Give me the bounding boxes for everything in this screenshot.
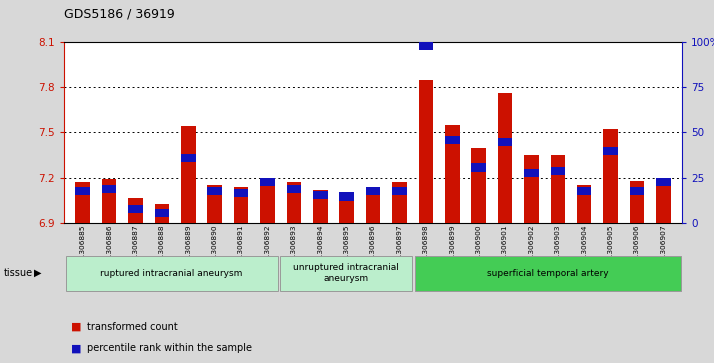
Bar bbox=[603, 130, 618, 223]
Bar bbox=[129, 205, 143, 213]
Bar bbox=[155, 209, 169, 217]
FancyBboxPatch shape bbox=[66, 256, 278, 291]
Bar bbox=[392, 183, 407, 223]
Bar bbox=[392, 187, 407, 195]
Bar bbox=[445, 125, 460, 223]
Text: tissue: tissue bbox=[4, 268, 33, 278]
Bar bbox=[286, 185, 301, 193]
Bar bbox=[313, 191, 328, 199]
Bar bbox=[260, 178, 275, 223]
Bar bbox=[260, 178, 275, 186]
Bar bbox=[181, 126, 196, 223]
Bar bbox=[550, 167, 565, 175]
Bar bbox=[102, 179, 116, 223]
Text: transformed count: transformed count bbox=[87, 322, 178, 332]
Bar bbox=[524, 169, 538, 177]
Bar bbox=[471, 148, 486, 223]
Bar bbox=[366, 187, 381, 195]
Bar bbox=[339, 192, 354, 200]
Bar bbox=[524, 155, 538, 223]
Text: superficial temporal artery: superficial temporal artery bbox=[487, 269, 608, 278]
Bar bbox=[445, 136, 460, 144]
Text: GDS5186 / 36919: GDS5186 / 36919 bbox=[64, 7, 175, 20]
Bar bbox=[76, 187, 90, 195]
Bar bbox=[603, 147, 618, 155]
Bar bbox=[498, 93, 512, 223]
Bar bbox=[339, 193, 354, 223]
Bar bbox=[498, 138, 512, 146]
Bar bbox=[155, 204, 169, 223]
Bar bbox=[471, 163, 486, 172]
Bar bbox=[418, 79, 433, 223]
Bar bbox=[129, 197, 143, 223]
FancyBboxPatch shape bbox=[415, 256, 680, 291]
FancyBboxPatch shape bbox=[281, 256, 412, 291]
Bar bbox=[656, 178, 670, 186]
Bar bbox=[630, 181, 644, 223]
Bar bbox=[656, 178, 670, 223]
Bar bbox=[208, 187, 222, 195]
Bar bbox=[313, 190, 328, 223]
Text: ■: ■ bbox=[71, 322, 82, 332]
Bar bbox=[366, 187, 381, 223]
Bar bbox=[577, 185, 591, 223]
Bar bbox=[234, 189, 248, 197]
Text: percentile rank within the sample: percentile rank within the sample bbox=[87, 343, 252, 354]
Bar bbox=[76, 183, 90, 223]
Bar bbox=[630, 187, 644, 195]
Bar bbox=[418, 42, 433, 50]
Bar bbox=[208, 185, 222, 223]
Text: ruptured intracranial aneurysm: ruptured intracranial aneurysm bbox=[101, 269, 243, 278]
Bar bbox=[286, 183, 301, 223]
Text: ■: ■ bbox=[71, 343, 82, 354]
Bar bbox=[181, 154, 196, 163]
Bar bbox=[234, 187, 248, 223]
Text: unruptured intracranial
aneurysm: unruptured intracranial aneurysm bbox=[293, 264, 399, 283]
Text: ▶: ▶ bbox=[34, 268, 42, 278]
Bar bbox=[577, 187, 591, 195]
Bar bbox=[102, 185, 116, 193]
Bar bbox=[550, 155, 565, 223]
